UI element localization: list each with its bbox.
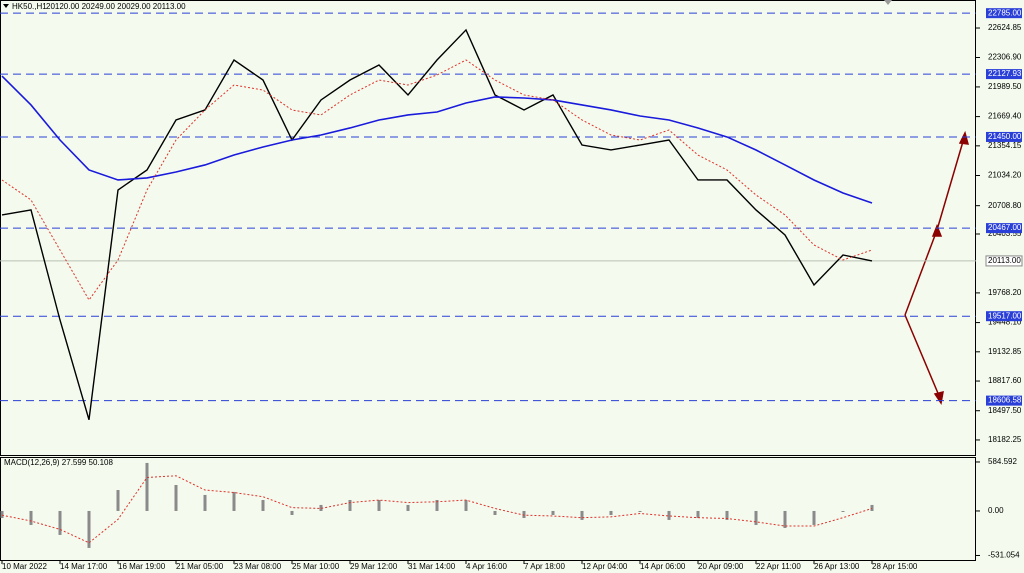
macd-bar xyxy=(609,510,613,515)
macd-bar xyxy=(725,510,729,520)
y-tick-label: 19448.10 xyxy=(988,318,1022,327)
scroll-marker xyxy=(884,0,892,5)
x-tick-label: 14 Mar 17:00 xyxy=(60,562,108,571)
x-tick-label: 25 Mar 10:00 xyxy=(292,562,340,571)
arrow-head xyxy=(931,223,943,237)
y-tick-label: 21354.15 xyxy=(988,141,1022,150)
series-line xyxy=(1,59,873,301)
y-tick-label: 21669.40 xyxy=(988,112,1022,121)
current-price-box xyxy=(985,255,1023,267)
x-tick-label: 7 Apr 18:00 xyxy=(524,562,565,571)
signal-line xyxy=(1,475,873,544)
macd-bar xyxy=(87,510,91,548)
y-tick-label: 19768.20 xyxy=(988,288,1022,297)
level-label: 18606.58 xyxy=(988,396,1022,405)
arrow-up-2 xyxy=(936,137,965,231)
x-tick-label: 22 Apr 11:00 xyxy=(756,562,801,571)
macd-bar xyxy=(493,510,497,515)
level-label: 22785.00 xyxy=(988,8,1022,17)
macd-bar xyxy=(290,510,294,515)
macd-bar xyxy=(870,504,874,511)
level-label-box xyxy=(986,8,1022,19)
y-tick-label: 21989.50 xyxy=(988,82,1022,91)
macd-bar xyxy=(232,491,236,511)
y-tick-label: 18817.60 xyxy=(988,376,1022,385)
macd-bar xyxy=(841,510,845,512)
ohlc: 20120.00 20249.00 20029.00 20113.00 xyxy=(46,2,186,11)
y-tick-label: 22306.90 xyxy=(988,53,1022,62)
y-tick-label: 18497.50 xyxy=(988,406,1022,415)
y-tick-label: 20403.55 xyxy=(988,229,1022,238)
macd-bar xyxy=(522,510,526,519)
x-tick-label: 26 Apr 13:00 xyxy=(814,562,860,571)
macd-bar xyxy=(812,510,816,525)
macd-bar xyxy=(58,510,62,535)
y-tick-label: -531.054 xyxy=(988,551,1020,560)
macd-bar xyxy=(29,510,33,525)
y-tick-label: 21034.20 xyxy=(988,171,1022,180)
x-tick-label: 29 Mar 12:00 xyxy=(350,562,398,571)
x-tick-label: 20 Apr 09:00 xyxy=(698,562,744,571)
level-label-box xyxy=(986,223,1022,234)
x-tick-label: 16 Mar 19:00 xyxy=(118,562,166,571)
level-label: 21450.00 xyxy=(988,132,1022,141)
y-tick-label: 0.00 xyxy=(988,506,1004,515)
macd-bar xyxy=(638,510,642,512)
projection-arrows xyxy=(904,130,970,405)
macd-bar xyxy=(551,510,555,515)
macd-bar xyxy=(667,510,671,520)
arrow-head xyxy=(958,130,970,145)
x-tick-label: 10 Mar 2022 xyxy=(2,562,47,571)
macd-bar xyxy=(261,499,265,511)
macd-bar xyxy=(783,510,787,528)
x-tick-label: 12 Apr 04:00 xyxy=(582,562,628,571)
symbol: HK50.,H1 xyxy=(12,2,47,11)
level-label-box xyxy=(986,131,1022,142)
macd-bar xyxy=(464,499,468,511)
arrow-up-1 xyxy=(904,229,938,316)
macd-bar xyxy=(0,510,4,519)
macd-bar xyxy=(435,499,439,511)
x-tick-label: 23 Mar 08:00 xyxy=(234,562,282,571)
x-tick-label: 31 Mar 14:00 xyxy=(408,562,456,571)
level-label: 22127.93 xyxy=(988,69,1022,78)
y-tick-label: 18182.25 xyxy=(988,435,1022,444)
macd-bar xyxy=(203,494,207,511)
macd-bar xyxy=(145,462,149,511)
macd-bar xyxy=(580,510,584,520)
macd-bar xyxy=(696,510,700,519)
macd-bar xyxy=(406,504,410,511)
macd-bar xyxy=(174,484,178,511)
y-tick-label: 22624.85 xyxy=(988,23,1022,32)
level-label-box xyxy=(986,69,1022,80)
series-line xyxy=(1,75,873,204)
level-label-box xyxy=(986,395,1022,406)
current-price-label: 20113.00 xyxy=(988,256,1021,265)
x-tick-label: 21 Mar 05:00 xyxy=(176,562,224,571)
macd-bar xyxy=(116,490,120,511)
menu-arrow[interactable] xyxy=(3,4,9,8)
macd-bar xyxy=(377,499,381,511)
level-label-box xyxy=(986,311,1022,322)
macd-bar xyxy=(754,510,758,525)
y-tick-label: 20708.80 xyxy=(988,201,1022,210)
level-label: 19517.00 xyxy=(988,311,1022,320)
macd-bar xyxy=(319,504,323,511)
macd-frame xyxy=(0,457,976,561)
arrow-down xyxy=(904,314,941,399)
macd-title: MACD(12,26,9) 27.599 50.108 xyxy=(4,458,114,467)
y-tick-label: 584.592 xyxy=(988,457,1017,466)
series-line xyxy=(1,28,873,420)
macd-bar xyxy=(348,499,352,511)
level-label: 20467.00 xyxy=(988,223,1022,232)
x-tick-label: 14 Apr 06:00 xyxy=(640,562,686,571)
y-tick-label: 19132.85 xyxy=(988,347,1022,356)
x-tick-label: 4 Apr 16:00 xyxy=(466,562,507,571)
x-tick-label: 28 Apr 15:00 xyxy=(872,562,918,571)
